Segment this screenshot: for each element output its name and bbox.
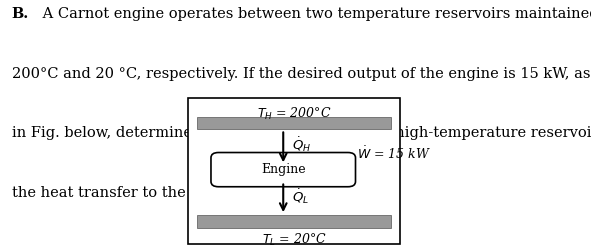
FancyBboxPatch shape bbox=[189, 98, 400, 244]
Text: in Fig. below, determine the heat transfer from the high-temperature reservoir a: in Fig. below, determine the heat transf… bbox=[12, 126, 591, 140]
Text: Engine: Engine bbox=[261, 163, 306, 176]
Text: A Carnot engine operates between two temperature reservoirs maintained at: A Carnot engine operates between two tem… bbox=[38, 7, 591, 21]
FancyBboxPatch shape bbox=[211, 153, 356, 187]
Text: $\dot{W}$ = 15 kW: $\dot{W}$ = 15 kW bbox=[356, 146, 430, 162]
Text: B.: B. bbox=[12, 7, 29, 21]
Text: $T_L$ = 20°C: $T_L$ = 20°C bbox=[262, 232, 326, 248]
Text: the heat transfer to the low-temperature reservoir.: the heat transfer to the low-temperature… bbox=[12, 186, 389, 200]
Text: $\dot{Q}_L$: $\dot{Q}_L$ bbox=[292, 187, 309, 206]
FancyBboxPatch shape bbox=[197, 117, 391, 129]
Text: $T_H$ = 200°C: $T_H$ = 200°C bbox=[257, 106, 331, 122]
Text: 200°C and 20 °C, respectively. If the desired output of the engine is 15 kW, as : 200°C and 20 °C, respectively. If the de… bbox=[12, 67, 591, 81]
Text: $\dot{Q}_H$: $\dot{Q}_H$ bbox=[292, 135, 311, 154]
FancyBboxPatch shape bbox=[197, 215, 391, 228]
